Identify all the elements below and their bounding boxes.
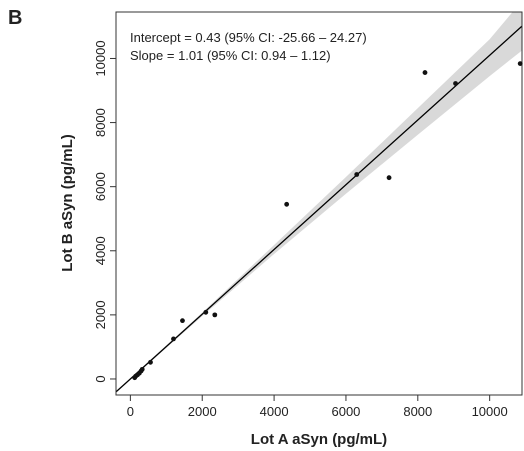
y-axis-label: Lot B aSyn (pg/mL) [59,134,76,272]
annotation: Slope = 1.01 (95% CI: 0.94 – 1.12) [130,48,331,63]
y-tick-label: 6000 [93,172,108,201]
point [354,172,360,177]
x-tick-label: 8000 [403,404,432,419]
y-tick-label: 10000 [93,40,108,76]
point [212,312,218,318]
point [453,81,458,86]
point [180,318,185,324]
ci-band [130,12,522,380]
point [386,175,392,181]
point [517,61,523,67]
point [203,309,209,315]
x-tick-label: 0 [127,404,134,419]
annotation: Intercept = 0.43 (95% CI: -25.66 – 24.27… [130,30,367,45]
x-tick-label: 4000 [260,404,289,419]
fit-line [116,25,522,393]
y-tick-label: 0 [93,375,108,382]
plot-frame [115,11,523,396]
x-tick-label: 2000 [188,404,217,419]
x-axis-label: Lot A aSyn (pg/mL) [251,431,387,448]
y-tick-label: 8000 [93,108,108,137]
point [148,359,153,365]
point [284,201,290,207]
panel-label: B [8,7,22,29]
x-tick-label: 10000 [472,404,508,419]
y-tick-label: 4000 [93,236,108,265]
x-tick-label: 6000 [331,404,360,419]
y-tick-label: 2000 [93,300,108,329]
point [139,366,145,372]
point [422,70,428,75]
point [171,336,176,342]
